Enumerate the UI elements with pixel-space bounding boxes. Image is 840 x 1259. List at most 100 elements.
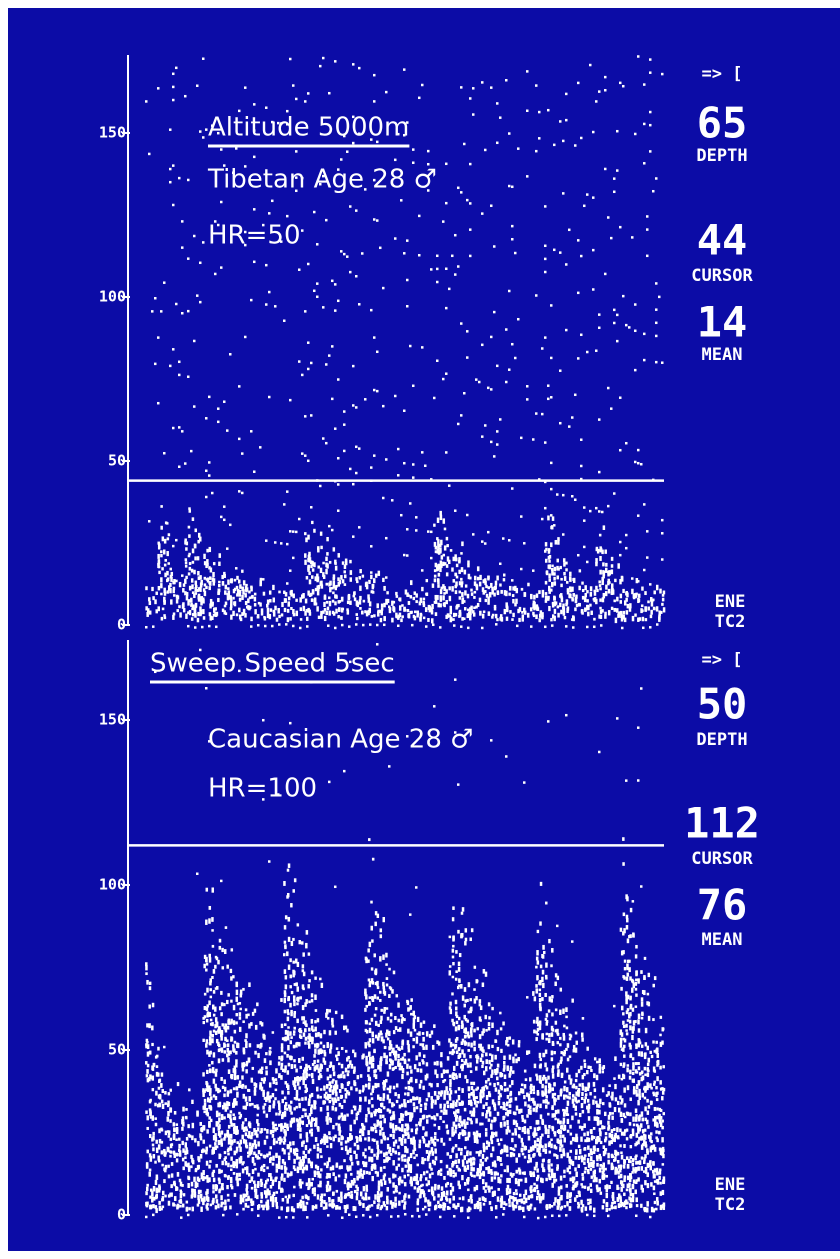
speckle [284, 915, 288, 920]
speckle [421, 1157, 424, 1163]
speckle [556, 605, 560, 609]
speckle [221, 947, 224, 953]
speckle [397, 1093, 400, 1099]
speckle [215, 1023, 218, 1027]
speckle [269, 1095, 272, 1099]
speckle [353, 1080, 356, 1086]
speckle [242, 1161, 245, 1164]
speckle [239, 1196, 243, 1201]
speckle [437, 579, 440, 584]
speckle [475, 1151, 479, 1154]
speckle [443, 587, 447, 591]
speckle [404, 1150, 407, 1153]
speckle [184, 94, 187, 98]
speckle [367, 594, 370, 599]
speckle [194, 592, 198, 595]
speckle [227, 993, 230, 997]
speckle [371, 1085, 375, 1091]
speckle [478, 1169, 481, 1172]
speckle [500, 1163, 503, 1166]
speckle [307, 1158, 311, 1164]
speckle [179, 1192, 183, 1199]
speckle [655, 606, 659, 612]
speckle [403, 1098, 406, 1104]
speckle [148, 1076, 151, 1082]
speckle [386, 1187, 390, 1192]
speckle [589, 592, 593, 597]
speckle [146, 1044, 150, 1050]
speckle [202, 1201, 205, 1206]
speckle [512, 586, 515, 591]
speckle [383, 617, 386, 621]
speckle [328, 1094, 332, 1099]
speckle [250, 1145, 254, 1150]
speckle [227, 1162, 230, 1168]
speckle [553, 248, 556, 252]
speckle [388, 1098, 391, 1104]
speckle [440, 1109, 443, 1113]
speckle [262, 1033, 265, 1039]
speckle [550, 525, 554, 530]
speckle [292, 960, 295, 964]
speckle [286, 1107, 289, 1111]
speckle [439, 1061, 443, 1066]
speckle [610, 583, 614, 589]
speckle [523, 592, 527, 597]
speckle [247, 1151, 250, 1155]
speckle [403, 1205, 406, 1210]
speckle [359, 1168, 363, 1173]
speckle [268, 1151, 271, 1156]
speckle [458, 569, 461, 574]
speckle [458, 979, 461, 983]
speckle [244, 593, 247, 598]
speckle [422, 1036, 425, 1042]
speckle [214, 1017, 218, 1023]
speckle [145, 586, 148, 591]
speckle [287, 601, 290, 607]
speckle [256, 1184, 260, 1188]
speckle [253, 155, 256, 159]
speckle [157, 585, 161, 591]
speckle [176, 1153, 179, 1156]
speckle [307, 984, 310, 989]
speckle [520, 587, 524, 591]
speckle [469, 1171, 473, 1176]
speckle [425, 1044, 428, 1050]
speckle [215, 1113, 219, 1118]
speckle [260, 1199, 263, 1204]
speckle [242, 987, 245, 991]
speckle [406, 1100, 410, 1104]
speckle [250, 1149, 253, 1152]
speckle [293, 1077, 297, 1083]
speckle [244, 601, 248, 606]
speckle [475, 1118, 478, 1124]
speckle [622, 84, 625, 88]
speckle [284, 1104, 287, 1111]
speckle [446, 1130, 449, 1134]
speckle [610, 606, 614, 611]
speckle [508, 132, 511, 135]
speckle [353, 597, 357, 602]
speckle [506, 1101, 509, 1107]
speckle [298, 517, 301, 521]
speckle [308, 1073, 311, 1077]
speckle [218, 1089, 222, 1093]
speckle [229, 1176, 233, 1181]
speckle [319, 1095, 322, 1099]
speckle [403, 1128, 407, 1134]
speckle [158, 1186, 161, 1191]
speckle [268, 1099, 271, 1103]
speckle [322, 306, 325, 309]
speckle [331, 1089, 335, 1095]
speckle [187, 611, 190, 615]
speckle [212, 571, 215, 578]
speckle [257, 1156, 261, 1160]
speckle [298, 1086, 301, 1090]
speckle [599, 609, 603, 614]
speckle [655, 282, 658, 285]
speckle [469, 1207, 472, 1211]
speckle [301, 1168, 305, 1174]
speckle [439, 567, 442, 573]
speckle [496, 1082, 500, 1086]
speckle [239, 1194, 243, 1199]
